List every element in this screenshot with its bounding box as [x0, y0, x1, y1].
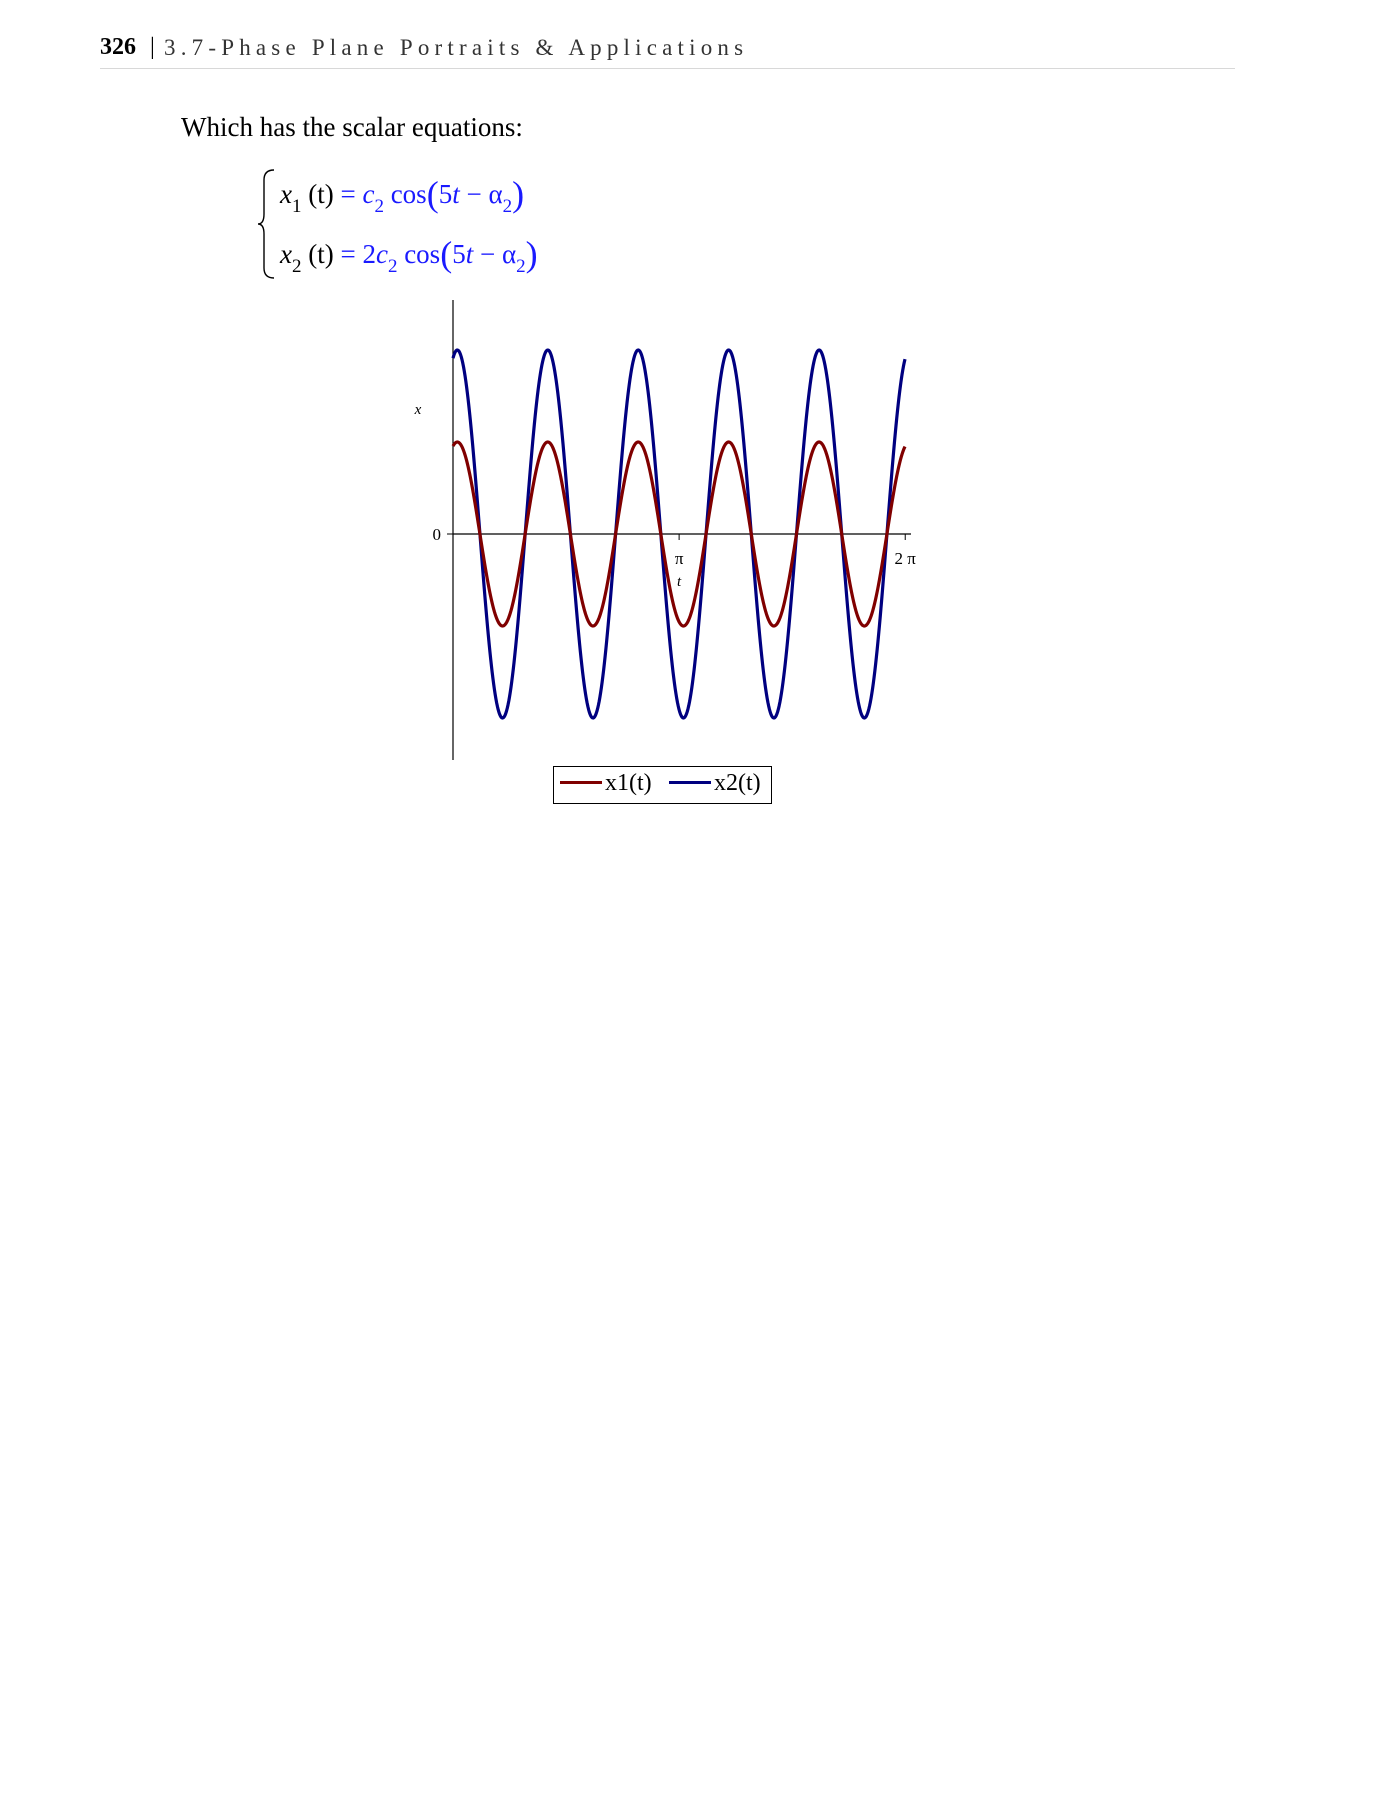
legend-label-x2: x2(t)	[714, 770, 761, 796]
x-axis-label: t	[677, 574, 682, 590]
legend-swatch-x2	[669, 780, 711, 784]
y-tick-label: 0	[433, 525, 442, 544]
legend-label-x1: x1(t)	[605, 770, 652, 796]
running-head: 326 | 3.7-Phase Plane Portraits & Applic…	[100, 34, 1235, 69]
legend-swatch-x1	[560, 780, 602, 784]
x-tick-label: π	[675, 549, 684, 568]
running-head-separator: |	[150, 34, 155, 60]
series-line-x1t	[451, 440, 907, 628]
legend-item-x1: x1(t)	[560, 770, 652, 797]
running-head-title: 3.7-Phase Plane Portraits & Applications	[164, 35, 749, 60]
legend-item-x2: x2(t)	[669, 770, 761, 797]
intro-text: Which has the scalar equations:	[181, 112, 523, 142]
equation-lhs: x1 (t)	[280, 179, 334, 217]
plot-svg: 0 π 2 π x t	[414, 300, 917, 760]
equation-rhs: = c2 cos(5t − α2)	[333, 174, 525, 217]
equation-rhs: = 2c2 cos(5t − α2)	[333, 234, 538, 277]
y-axis-label: x	[414, 402, 422, 418]
equation-x2: x2 (t) = 2c2 cos(5t − α2)	[280, 230, 538, 277]
equation-system: x1 (t) = c2 cos(5t − α2) x2 (t) = 2c2 co…	[256, 162, 596, 282]
left-brace	[257, 169, 275, 279]
page-number: 326	[100, 34, 136, 60]
series-line-x2t	[451, 348, 907, 720]
legend: x1(t) x2(t)	[553, 766, 772, 804]
solution-plot: 0 π 2 π x t	[360, 290, 920, 810]
equation-lhs: x2 (t)	[280, 239, 334, 277]
x-tick-label: 2 π	[895, 549, 917, 568]
equation-x1: x1 (t) = c2 cos(5t − α2)	[280, 170, 525, 217]
